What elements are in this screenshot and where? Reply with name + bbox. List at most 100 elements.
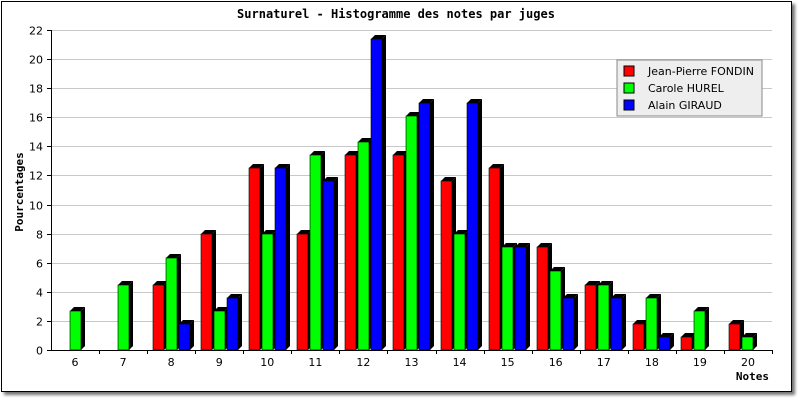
bar-face (261, 233, 274, 351)
y-tick-label: 6 (36, 258, 43, 271)
bar-top (166, 254, 181, 258)
bar-face (680, 336, 693, 351)
bar-top (406, 112, 421, 116)
legend-swatch-alain-giraud (623, 99, 635, 111)
legend-box (616, 59, 763, 117)
x-tick-label: 20 (741, 356, 755, 369)
chart-title: Surnaturel - Histogramme des notes par j… (237, 7, 555, 21)
bar-top (694, 307, 709, 311)
bar-face (488, 167, 501, 351)
legend-swatch-carole-hurel (623, 82, 635, 94)
y-tick-label: 0 (36, 345, 43, 358)
bar-top (371, 35, 386, 39)
legend-label-jean-pierre-fondin: Jean-Pierre FONDIN (647, 65, 754, 78)
x-tick-label: 12 (356, 356, 370, 369)
x-tick-label: 19 (693, 356, 707, 369)
y-tick-label: 18 (29, 83, 43, 96)
bar-face (309, 154, 322, 351)
bar-face (728, 323, 741, 351)
bar-face (69, 310, 82, 351)
bar-alain-giraud-16 (562, 294, 578, 351)
bar-face (200, 233, 213, 351)
bar-top (467, 99, 482, 103)
bar-side (334, 177, 338, 350)
y-tick-label: 10 (29, 200, 43, 213)
bar-top (153, 281, 168, 285)
y-tick-label: 2 (36, 316, 43, 329)
x-tick-label: 10 (260, 356, 274, 369)
bar-top (201, 230, 216, 234)
bar-side (286, 164, 290, 350)
bar-top (550, 267, 565, 271)
bar-face (514, 246, 527, 351)
bar-alain-giraud-14 (466, 99, 482, 351)
bar-top (537, 243, 552, 247)
bar-side (190, 320, 194, 350)
bar-top (489, 164, 504, 168)
bar-top (275, 164, 290, 168)
bar-face (274, 167, 287, 351)
bar-top (585, 281, 600, 285)
y-tick-label: 4 (36, 287, 43, 300)
y-axis-title: Pourcentages (13, 152, 26, 231)
bar-alain-giraud-17 (610, 294, 626, 351)
bar-face (370, 38, 383, 351)
bar-top (454, 230, 469, 234)
bar-top (70, 307, 85, 311)
bar-top (681, 333, 696, 337)
bar-alain-giraud-13 (418, 99, 434, 351)
bar-carole-hurel-20 (741, 333, 757, 351)
bar-side (81, 307, 85, 350)
bar-top (659, 333, 674, 337)
legend-label-carole-hurel: Carole HUREL (648, 82, 725, 95)
y-tick-label: 20 (29, 54, 43, 67)
bar-face (632, 323, 645, 351)
x-axis-title: Notes (736, 370, 769, 383)
x-tick-label: 9 (216, 356, 223, 369)
axes-layer: 0 2 4 6 8 10 12 14 16 18 20 22 6 7 8 9 10 11 12 13 14 15 16 17 1… (29, 25, 773, 369)
bars-layer (69, 35, 757, 351)
bar-face (418, 102, 431, 351)
bar-top (358, 138, 373, 142)
bar-top (297, 230, 312, 234)
x-tick-label: 15 (501, 356, 515, 369)
x-tick-label: 18 (645, 356, 659, 369)
bar-top (502, 243, 517, 247)
x-tick-label: 16 (549, 356, 563, 369)
bar-top (598, 281, 613, 285)
bar-top (262, 230, 277, 234)
x-tick-label: 14 (453, 356, 467, 369)
bar-face (562, 297, 575, 351)
bar-face (658, 336, 671, 351)
x-tick-label: 11 (308, 356, 322, 369)
x-tick-label: 7 (120, 356, 127, 369)
bar-alain-giraud-8 (178, 320, 194, 351)
bar-top (729, 320, 744, 324)
bar-alain-giraud-9 (226, 294, 242, 351)
bar-carole-hurel-7 (117, 281, 133, 351)
bar-side (705, 307, 709, 350)
bar-face (248, 167, 261, 351)
bar-top (742, 333, 757, 337)
bar-face (501, 246, 514, 351)
y-tick-label: 14 (29, 141, 43, 154)
bar-side (129, 281, 133, 350)
x-tick-label: 6 (72, 356, 79, 369)
bar-side (430, 99, 434, 350)
bar-face (466, 102, 479, 351)
bar-alain-giraud-11 (322, 177, 338, 351)
bar-alain-giraud-18 (658, 333, 674, 351)
bar-face (440, 180, 453, 351)
bar-face (405, 115, 418, 351)
bar-face (741, 336, 754, 351)
bar-top (214, 307, 229, 311)
bar-top (227, 294, 242, 298)
bar-face (645, 297, 658, 351)
x-tick-label: 8 (168, 356, 175, 369)
bar-face (344, 154, 357, 351)
x-tick-label: 13 (405, 356, 419, 369)
y-tick-label: 12 (29, 170, 43, 183)
bar-alain-giraud-10 (274, 164, 290, 351)
bar-top (345, 151, 360, 155)
